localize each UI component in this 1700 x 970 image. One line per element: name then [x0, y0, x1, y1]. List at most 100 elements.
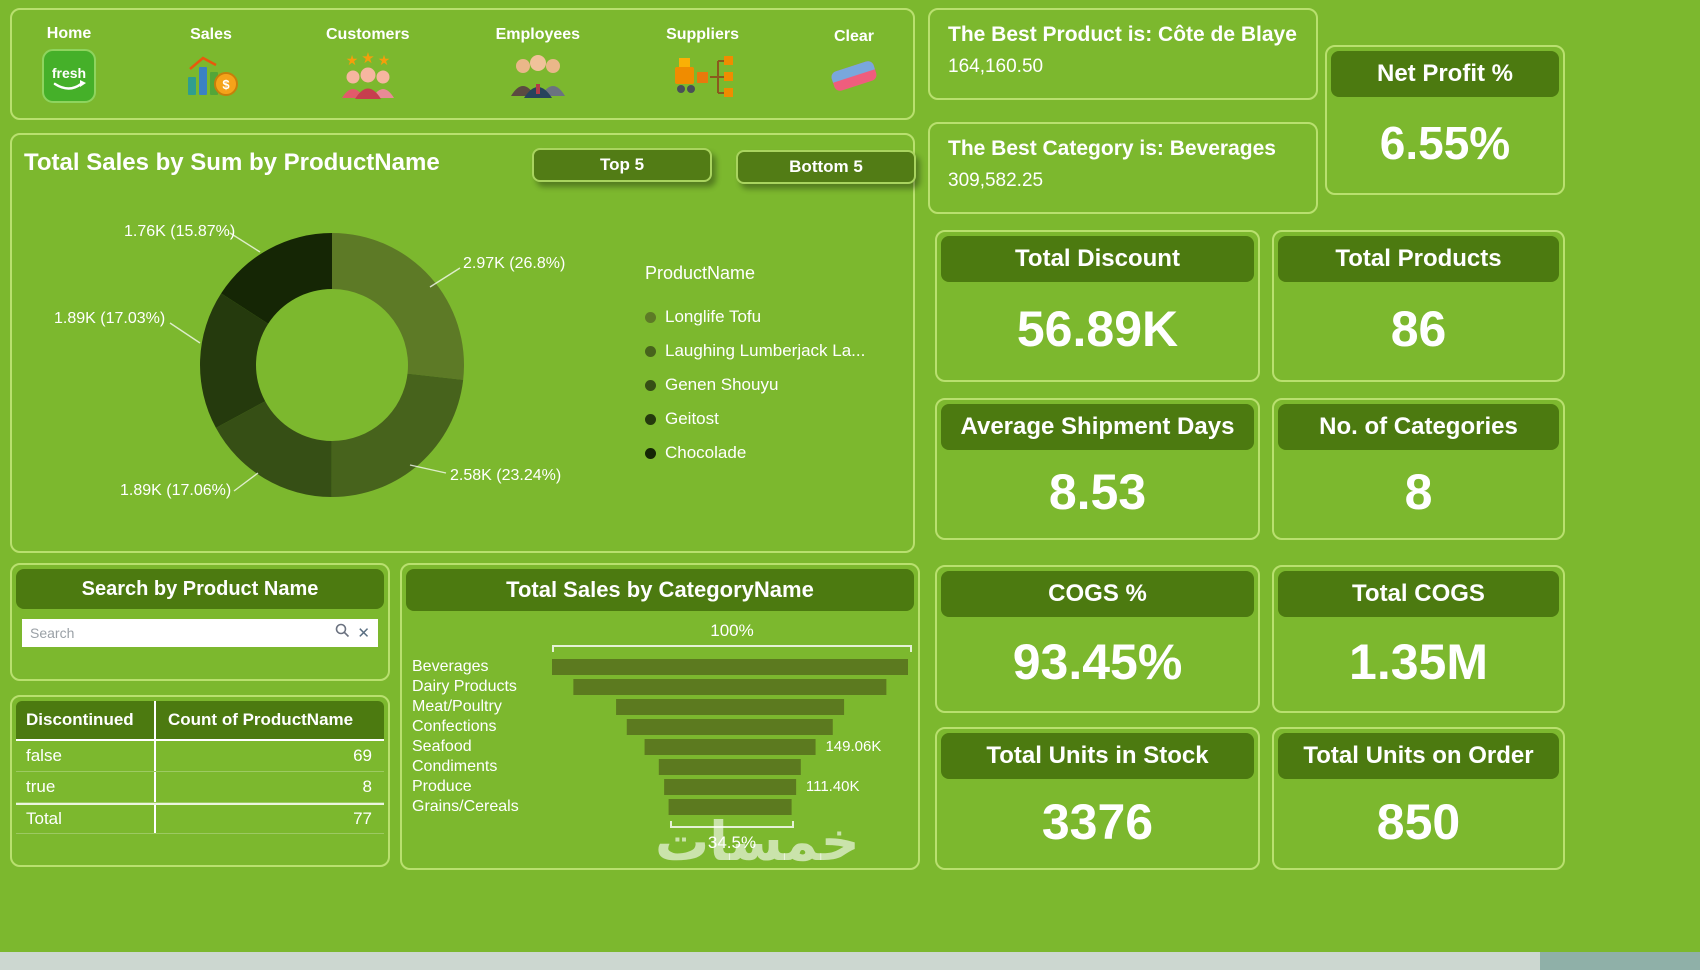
employees-icon [507, 50, 569, 107]
legend-swatch [645, 345, 656, 357]
legend-label: Longlife Tofu [665, 307, 762, 326]
funnel-bar[interactable] [626, 719, 834, 735]
funnel-bottom-bracket [669, 821, 795, 828]
cell-discontinued: false [16, 741, 156, 771]
kpi-title: Total Units on Order [1278, 733, 1559, 779]
funnel-top-label: 100% [710, 621, 754, 640]
kpi-cogs-pct: COGS % 93.45% [935, 565, 1260, 713]
funnel-bar[interactable] [616, 699, 844, 715]
kpi-total-units-in-stock: Total Units in Stock 3376 [935, 727, 1260, 870]
donut-label: 1.89K (17.06%) [120, 482, 232, 499]
legend-item[interactable]: Chocolade [645, 436, 865, 470]
donut-chart[interactable] [187, 220, 477, 510]
nav-label-sales: Sales [190, 25, 232, 43]
svg-text:★: ★ [346, 52, 359, 68]
kpi-total-units-on-order: Total Units on Order 850 [1272, 727, 1565, 870]
funnel-bottom: 34.5% [552, 821, 912, 853]
nav-item-sales[interactable]: Sales $ [182, 26, 240, 107]
funnel-bar[interactable] [668, 799, 792, 815]
funnel-bar[interactable] [552, 659, 908, 675]
customers-icon: ★ ★ ★ [337, 50, 399, 107]
donut-legend: ProductName Longlife Tofu Laughing Lumbe… [645, 263, 865, 470]
bottom5-button[interactable]: Bottom 5 [736, 150, 916, 184]
kpi-title: Total Products [1278, 236, 1559, 282]
nav-label-suppliers: Suppliers [666, 25, 739, 43]
bottom-strip-accent [1540, 952, 1700, 970]
kpi-total-products: Total Products 86 [1272, 230, 1565, 382]
svg-text:$: $ [222, 77, 230, 92]
funnel-panel: Total Sales by CategoryName 100% Beverag… [400, 563, 920, 870]
cell-count: 69 [353, 746, 372, 765]
table-header-row: Discontinued Count of ProductName [16, 701, 384, 741]
svg-text:fresh: fresh [52, 65, 86, 81]
bottom-strip [0, 952, 1700, 970]
funnel-bar[interactable] [658, 759, 802, 775]
search-icon[interactable] [335, 623, 350, 643]
funnel-category-label: Meat/Poultry [412, 698, 502, 715]
top5-button[interactable]: Top 5 [532, 148, 712, 182]
kpi-value: 850 [1376, 793, 1461, 850]
eraser-icon [825, 52, 883, 105]
legend-item[interactable]: Laughing Lumberjack La... [645, 334, 865, 368]
funnel-bar[interactable] [573, 679, 887, 695]
table-row: true 8 [16, 772, 384, 803]
column-header-discontinued[interactable]: Discontinued [16, 701, 156, 739]
legend-item[interactable]: Geitost [645, 402, 865, 436]
cell-discontinued: true [16, 772, 156, 802]
best-product-title: The Best Product is: Côte de Blaye [948, 23, 1297, 46]
funnel-bar[interactable] [644, 739, 816, 755]
legend-item[interactable]: Genen Shouyu [645, 368, 865, 402]
funnel-row: Dairy Products [412, 677, 908, 697]
cell-discontinued: Total [16, 805, 156, 833]
discontinued-table-panel: Discontinued Count of ProductName false … [10, 695, 390, 867]
kpi-title: No. of Categories [1278, 404, 1559, 450]
funnel-row: Meat/Poultry [412, 697, 908, 717]
funnel-category-label: Dairy Products [412, 678, 517, 695]
search-box: ✕ [22, 619, 378, 647]
legend-label: Chocolade [665, 443, 747, 462]
kpi-net-profit-title: Net Profit % [1331, 51, 1559, 97]
kpi-value: 86 [1390, 301, 1447, 357]
nav-item-clear[interactable]: Clear [825, 28, 883, 105]
donut-slice[interactable] [199, 293, 269, 428]
funnel-bottom-label: 34.5% [707, 833, 757, 852]
donut-label: 1.76K (15.87%) [124, 223, 236, 240]
cell-count: 77 [353, 809, 372, 828]
fresh-logo-icon: fresh [42, 48, 96, 108]
funnel-row: Produce 111.40K [412, 777, 908, 797]
donut-slice[interactable] [332, 233, 465, 380]
legend-swatch [645, 379, 656, 391]
funnel-row: Condiments [412, 757, 908, 777]
funnel-row: Confections [412, 717, 908, 737]
sales-chart-icon: $ [182, 50, 240, 107]
donut-slice[interactable] [331, 373, 464, 498]
nav-item-suppliers[interactable]: Suppliers [666, 26, 739, 107]
nav-item-employees[interactable]: Employees [496, 26, 580, 107]
svg-text:★: ★ [378, 52, 391, 68]
table-row: false 69 [16, 741, 384, 772]
clear-search-icon[interactable]: ✕ [357, 624, 370, 642]
kpi-total-cogs: Total COGS 1.35M [1272, 565, 1565, 713]
column-header-count[interactable]: Count of ProductName [168, 710, 354, 729]
legend-label: Geitost [665, 409, 719, 428]
nav-item-customers[interactable]: Customers ★ ★ ★ [326, 26, 410, 107]
funnel-row: Seafood 149.06K [412, 737, 908, 757]
funnel-bar[interactable] [664, 779, 796, 795]
nav-label-home: Home [46, 24, 92, 42]
funnel-category-label: Produce [412, 778, 472, 795]
nav-item-home[interactable]: Home fresh [42, 25, 96, 108]
kpi-value: 8.53 [1048, 464, 1147, 520]
legend-item[interactable]: Longlife Tofu [645, 300, 865, 334]
legend-swatch [645, 311, 656, 323]
funnel-data-label: 111.40K [805, 778, 860, 795]
kpi-value: 1.35M [1349, 634, 1488, 690]
funnel-row: Grains/Cereals [412, 797, 908, 817]
best-category-value: 309,582.25 [948, 170, 1044, 191]
cell-count: 8 [362, 777, 372, 796]
legend-label: Laughing Lumberjack La... [665, 341, 866, 360]
search-input[interactable] [30, 625, 329, 641]
donut-slice[interactable] [215, 401, 332, 497]
kpi-net-profit: Net Profit % 6.55% [1325, 45, 1565, 195]
kpi-net-profit-value: 6.55% [1379, 117, 1511, 169]
donut-slice[interactable] [221, 233, 332, 324]
